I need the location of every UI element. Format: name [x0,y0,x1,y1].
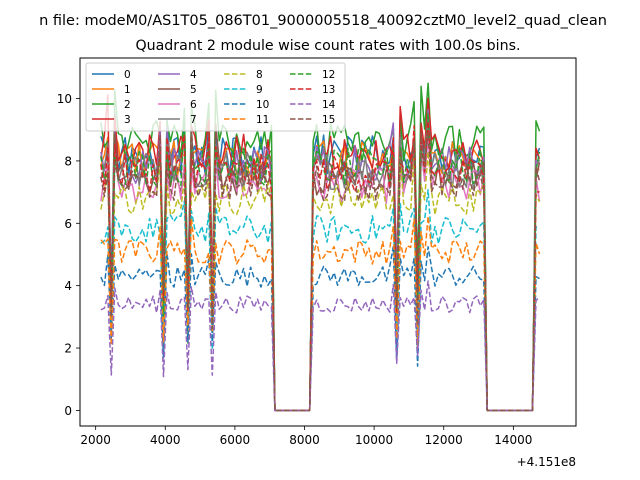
legend-label-6: 6 [190,99,197,111]
y-tick-label: 10 [57,92,72,106]
series-line-11 [100,215,541,412]
x-tick-label: 2000 [80,433,111,447]
legend-label-8: 8 [256,69,263,81]
legend-label-14: 14 [322,99,336,111]
y-tick-label: 6 [64,217,72,231]
y-tick-label: 0 [64,404,72,418]
x-tick-label: 8000 [289,433,320,447]
legend-label-15: 15 [322,114,335,126]
x-axis-offset-label: +4.151e8 [517,455,576,469]
y-tick-label: 2 [64,342,72,356]
legend-label-2: 2 [124,99,131,111]
legend-frame [85,62,346,132]
legend-label-10: 10 [256,99,269,111]
legend-label-5: 5 [190,84,197,96]
legend-label-0: 0 [124,69,131,81]
y-axis: 0 2 4 6 8 10 [57,92,80,418]
x-tick-label: 12000 [425,433,463,447]
figure-suptitle: n file: modeM0/AS1T05_086T01_9000005518_… [39,13,607,29]
legend-label-9: 9 [256,84,263,96]
x-tick-label: 14000 [494,433,532,447]
y-tick-label: 4 [64,279,72,293]
series-line-13 [100,120,540,412]
legend-label-1: 1 [124,84,131,96]
x-axis: 2000 4000 6000 8000 10000 12000 14000 [80,426,532,447]
x-tick-label: 6000 [220,433,251,447]
legend-label-7: 7 [190,114,197,126]
legend-label-4: 4 [190,69,197,81]
chart-title: Quadrant 2 module wise count rates with … [135,38,520,54]
series-line-14 [100,280,541,412]
x-tick-label: 10000 [355,433,393,447]
y-tick-label: 8 [64,154,72,168]
axes-frame [79,57,577,427]
x-tick-label: 4000 [150,433,181,447]
legend-label-11: 11 [256,114,269,126]
series-line-12 [100,112,541,412]
plot-lines [100,82,541,412]
series-line-9 [100,188,540,412]
legend-label-13: 13 [322,84,335,96]
legend-label-12: 12 [322,69,335,81]
legend-label-3: 3 [124,114,131,126]
series-line-15 [100,130,541,412]
